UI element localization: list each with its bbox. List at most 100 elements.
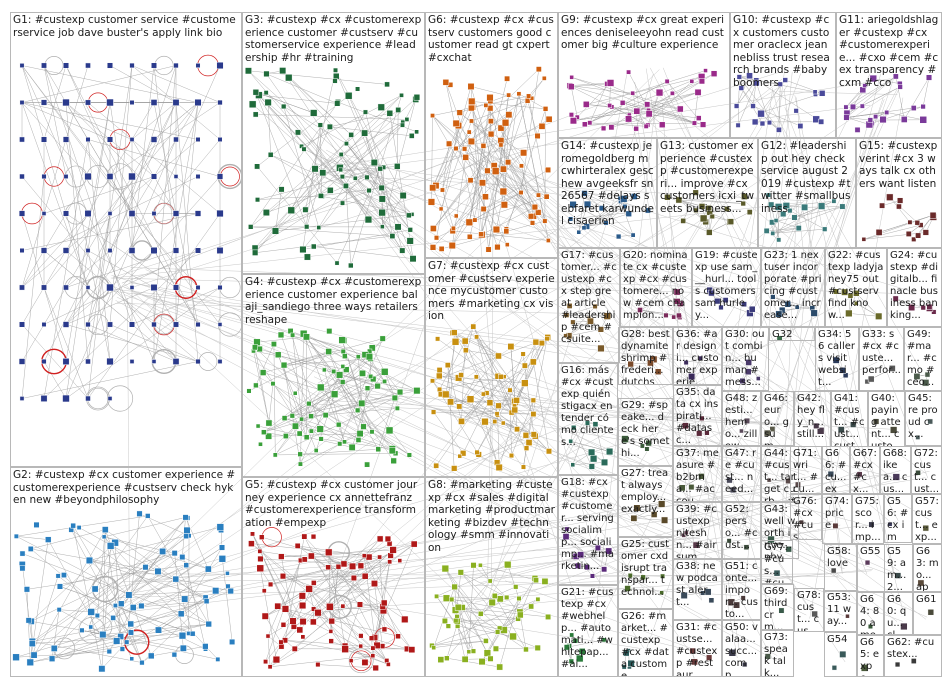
group-label: G69: third crm... <box>764 586 792 630</box>
group-label: G7: #custexp #cx customer #custserv expe… <box>428 260 555 322</box>
group-cell-g17: G17: #customer... #custexp #cx step grea… <box>558 248 620 363</box>
group-cell-g6: G6: #custexp #cx #custserv customers goo… <box>425 12 558 258</box>
group-cell-g78: G78: cust... cust... <box>794 588 824 632</box>
group-cell-g38: G38: new podcast alert... <box>673 559 722 620</box>
group-cell-g35: G35: data cx inspirati... #datasc... <box>673 385 722 446</box>
group-label: G77: #cus... #cus... <box>764 542 788 584</box>
group-label: G40: paying attent... custo... <box>871 393 902 447</box>
group-cell-g68: G68: ikea... cus... <box>880 446 911 494</box>
group-cell-g39: G39: #custexp niteshn... #airsum... <box>673 502 722 559</box>
group-cell-g18: G18: #cx #custexp #customer... serving s… <box>558 475 618 585</box>
group-label: G51: conte... impor... custo... <box>725 561 761 620</box>
group-label: G19: #custexp use sam___hurl... tools cu… <box>695 250 759 321</box>
group-label: G41: #cust... #cust... cust... irisur... <box>834 393 865 447</box>
group-label: G68: ikea... cus... <box>883 448 911 494</box>
group-cell-g33: G33: s #cx #custe... perfor... <box>859 327 904 391</box>
group-label: G24: #custexp #digitalb... finacle busin… <box>890 250 939 321</box>
group-label: G37: measure #b2bma... #accou... <box>676 448 719 502</box>
group-cell-g77: G77: #cus... #cus... <box>761 540 793 584</box>
group-cell-g48: G48: zesti... hemo... zillow... <box>722 391 761 446</box>
group-label: G52: perso... #cust... <box>725 504 758 551</box>
group-label: G10: #custexp #cx customers customer ora… <box>733 14 830 89</box>
group-label: G26: #market... #custexp #cx #data custo… <box>621 611 669 677</box>
group-cell-g9: G9: #custexp #cx great experiences denis… <box>558 12 730 138</box>
group-cell-g10: G10: #custexp #cx customers customer ora… <box>730 12 836 138</box>
group-label: G3: #custexp #cx #customerexperience cus… <box>245 14 422 64</box>
group-label: G72: cust... cust... <box>914 448 942 494</box>
group-label: G75: scor... imp... <box>855 496 883 543</box>
group-label: G31: #custse... #custexp #restaur... <box>676 622 718 677</box>
group-label: G65: expe... <box>860 637 880 676</box>
group-label: G64: 80 amer... <box>860 594 880 634</box>
group-label: G29: #speake... deck here's somethi... <box>621 400 670 459</box>
group-label: G46: euro... g sum... <box>764 393 790 445</box>
group-cell-g16: G16: más #cx #custexp quién stigacx ente… <box>558 363 618 475</box>
group-label: G55 <box>860 546 881 557</box>
group-cell-g49: G49: #mar... #cmo #ceo... <box>904 327 942 391</box>
group-label: G73: speak talk... <box>764 632 792 677</box>
group-label: G49: #mar... #cmo #ceo... <box>907 329 937 388</box>
group-cell-g45: G45: re proud cx... <box>905 391 942 446</box>
group-label: G35: data cx inspirati... #datasc... <box>676 387 719 446</box>
group-cell-g64: G64: 80 amer... <box>857 592 884 635</box>
group-cell-g28: G28: best dynamite shrimp #frederi... du… <box>618 327 673 385</box>
group-label: G58: love <box>827 546 855 569</box>
group-cell-g12: G12: #leadership out hey check service a… <box>758 138 856 248</box>
group-label: G5: #custexp #cx customer journey experi… <box>245 479 418 529</box>
group-cell-g30: G30: out combin... human #mess... <box>722 327 769 391</box>
group-cell-g40: G40: paying attent... custo... <box>868 391 905 447</box>
group-cell-g62: G62: #custex... <box>884 635 942 677</box>
group-cell-g57: G57: cust... exp... <box>912 494 942 544</box>
group-label: G33: s #cx #custe... perfor... <box>862 329 901 376</box>
group-label: G32 <box>772 329 793 340</box>
group-cell-g8: G8: #marketing #custexp #cx #sales #digi… <box>425 477 558 677</box>
group-cell-g19: G19: #custexp use sam___hurl... tools cu… <box>692 248 761 327</box>
group-cell-g29: G29: #speake... deck here's somethi... <box>618 398 673 466</box>
group-cell-g32: G32 <box>769 327 815 341</box>
group-cell-g2: G2: #custexp #cx customer experience #cu… <box>10 467 242 677</box>
group-cell-g61: G61 <box>913 592 942 635</box>
group-cell-g51: G51: conte... impor... custo... <box>722 559 761 620</box>
group-cell-g7: G7: #custexp #cx customer #custserv expe… <box>425 258 558 477</box>
group-cell-g55: G55 <box>857 544 885 592</box>
group-cell-g20: G20: nominate cx #custexp #cx #customere… <box>620 248 692 327</box>
group-label: G67: #cx #cx... <box>853 448 880 494</box>
group-label: G18: #cx #custexp #customer... serving s… <box>561 477 617 572</box>
group-label: G36: #ar designi... customer experie... <box>676 329 719 385</box>
group-cell-g31: G31: #custse... #custexp #restaur... <box>673 620 722 677</box>
group-cell-g47: G47: re #cust... need... <box>722 446 761 502</box>
group-cell-g25: G25: customer cxdisrupt transpar... tech… <box>618 537 673 609</box>
group-cell-g59: G59: am... 2... <box>884 544 913 592</box>
group-cell-g4: G4: #custexp #cx #customerexperience cus… <box>242 274 425 477</box>
group-cell-g72: G72: cust... cust... <box>911 446 942 494</box>
group-cell-g27: G27: treat always employ... exactly... <box>618 466 673 537</box>
group-label: G20: nominate cx #custexp #cx #customere… <box>623 250 688 321</box>
group-label: G74: price <box>825 496 852 531</box>
group-label: G57: cust... exp... <box>915 496 942 543</box>
group-cell-g15: G15: #custexp verint #cx 3 ways talk cx … <box>856 138 942 248</box>
group-cell-g67: G67: #cx #cx... <box>850 446 880 494</box>
group-label: G53: 11 way... <box>827 592 855 627</box>
group-cell-g66: G66: #cu... exp... <box>822 446 850 494</box>
group-cell-g22: G22: #custexp ladyjaney75 out #custserv … <box>825 248 887 327</box>
group-label: G61 <box>916 594 937 605</box>
group-cell-g52: G52: perso... #cust... <box>722 502 761 559</box>
group-label: G22: #custexp ladyjaney75 out #custserv … <box>828 250 884 321</box>
group-label: G50: valaa... succ... comp... <box>725 622 761 677</box>
group-label: G39: #custexp niteshn... #airsum... <box>676 504 717 559</box>
group-cell-g53: G53: 11 way... <box>824 590 857 632</box>
group-cell-g63: G63: mo... app... <box>913 544 942 592</box>
group-cell-g5: G5: #custexp #cx customer journey experi… <box>242 477 425 677</box>
group-label: G63: mo... app... <box>916 546 939 592</box>
group-label: G54 <box>827 634 848 645</box>
group-label: G34: 56 callers visit websit... <box>818 329 855 388</box>
group-label: G9: #custexp #cx great experiences denis… <box>561 14 725 51</box>
group-label: G66: #cu... exp... <box>825 448 847 494</box>
group-label: G28: best dynamite shrimp #frederi... du… <box>621 329 670 385</box>
group-label: G38: new podcast alert... <box>676 561 718 608</box>
group-label: G42: hey fly_n... still... <box>797 393 827 440</box>
group-cell-g14: G14: #custexp jeromegoldberg mcwhirteral… <box>558 138 657 248</box>
group-label: G59: am... 2... <box>887 546 910 592</box>
group-cell-g60: G60: qu... clo... <box>884 592 913 635</box>
group-label: G25: customer cxdisrupt transpar... tech… <box>621 539 669 598</box>
